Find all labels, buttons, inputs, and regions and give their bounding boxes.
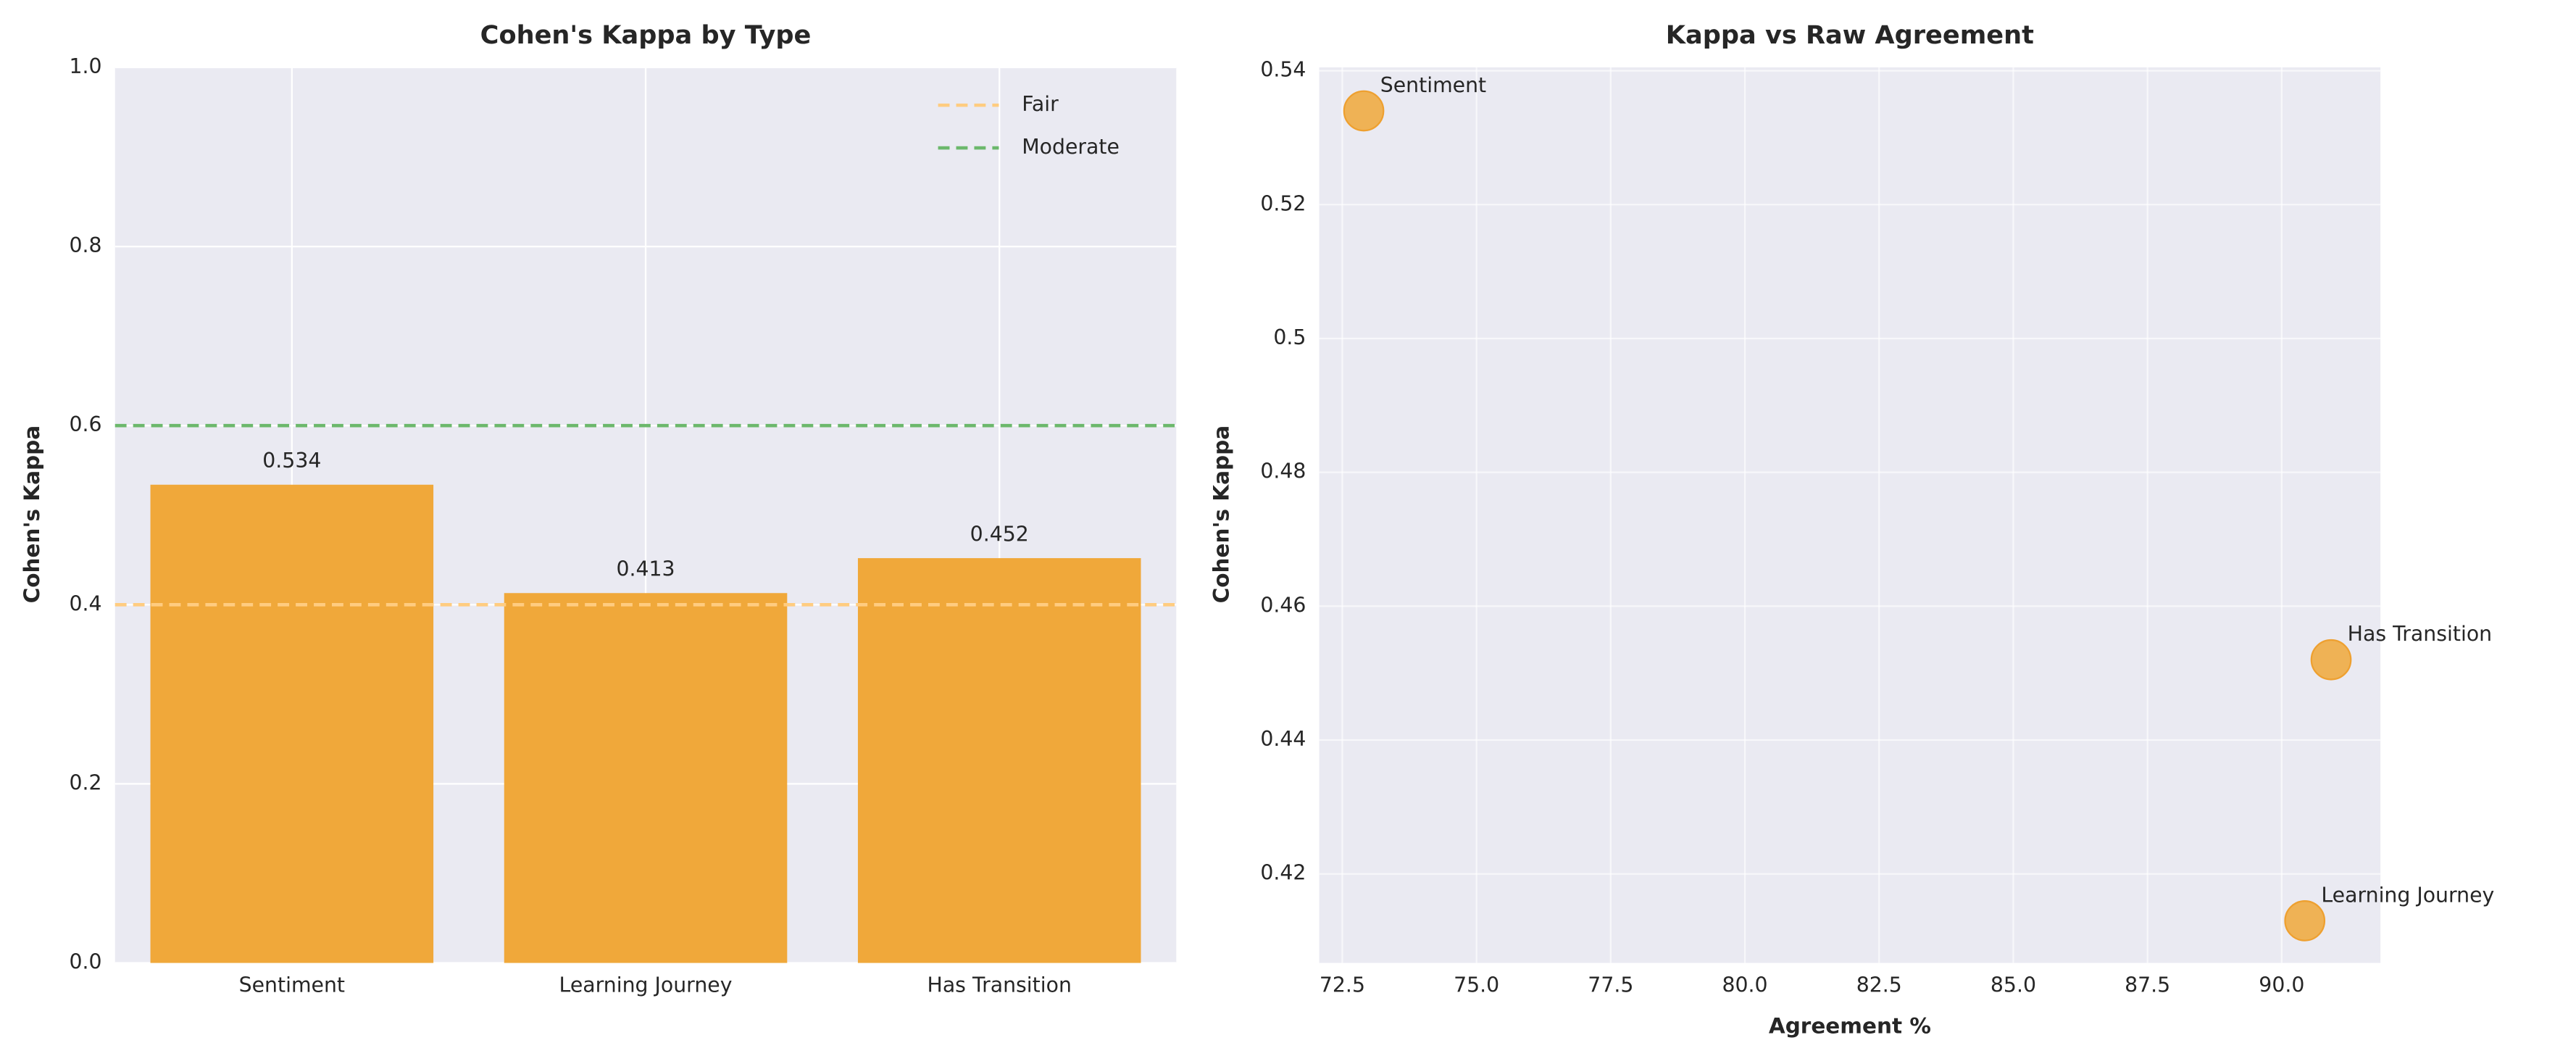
x-tick-label: 75.0 bbox=[1454, 973, 1499, 997]
y-tick-label: 0.5 bbox=[1273, 325, 1306, 349]
legend-label: Moderate bbox=[1022, 135, 1120, 159]
data-label: 0.534 bbox=[262, 449, 321, 473]
scatter-point bbox=[1343, 90, 1385, 132]
point-annotation: Has Transition bbox=[2348, 622, 2492, 646]
x-tick-label: 80.0 bbox=[1722, 973, 1768, 997]
bar bbox=[504, 593, 788, 963]
scatter-point bbox=[2284, 900, 2326, 942]
y-tick-label: 0.54 bbox=[1260, 58, 1306, 82]
point-annotation: Sentiment bbox=[1380, 73, 1486, 97]
x-tick-label: 90.0 bbox=[2259, 973, 2304, 997]
data-label: 0.452 bbox=[970, 522, 1029, 546]
y-tick-label: 0.44 bbox=[1260, 727, 1306, 751]
x-tick-label: 87.5 bbox=[2125, 973, 2170, 997]
point-annotation: Learning Journey bbox=[2321, 883, 2494, 907]
y-tick-label: 0.48 bbox=[1260, 460, 1306, 483]
x-tick-label: 72.5 bbox=[1320, 973, 1365, 997]
y-tick-label: 0.42 bbox=[1260, 861, 1306, 885]
bar bbox=[150, 484, 434, 963]
y-tick-label: 0.46 bbox=[1260, 593, 1306, 617]
y-tick-label: 0.0 bbox=[70, 950, 102, 974]
x-tick-label: 77.5 bbox=[1588, 973, 1633, 997]
x-tick-label: 85.0 bbox=[1991, 973, 2036, 997]
bar bbox=[857, 558, 1141, 963]
y-tick-label: 0.52 bbox=[1260, 191, 1306, 215]
scatter-point bbox=[2310, 639, 2352, 681]
y-tick-label: 1.0 bbox=[70, 54, 102, 78]
data-label: 0.413 bbox=[616, 557, 675, 581]
plot-area bbox=[1319, 67, 2381, 963]
y-tick-label: 0.8 bbox=[70, 233, 102, 257]
y-tick-label: 0.2 bbox=[70, 770, 102, 794]
x-tick-label: Has Transition bbox=[928, 973, 1072, 997]
y-tick-label: 0.4 bbox=[70, 591, 102, 615]
legend-label: Fair bbox=[1022, 92, 1059, 116]
y-axis-label: Cohen's Kappa bbox=[1209, 425, 1233, 603]
chart-title: Cohen's Kappa by Type bbox=[480, 20, 812, 50]
x-tick-label: Sentiment bbox=[239, 973, 345, 997]
x-tick-label: Learning Journey bbox=[559, 973, 733, 997]
x-axis-label: Agreement % bbox=[1769, 1013, 1931, 1038]
y-axis-label: Cohen's Kappa bbox=[20, 425, 44, 603]
y-tick-label: 0.6 bbox=[70, 412, 102, 436]
x-tick-label: 82.5 bbox=[1856, 973, 1902, 997]
chart-title: Kappa vs Raw Agreement bbox=[1666, 20, 2034, 50]
